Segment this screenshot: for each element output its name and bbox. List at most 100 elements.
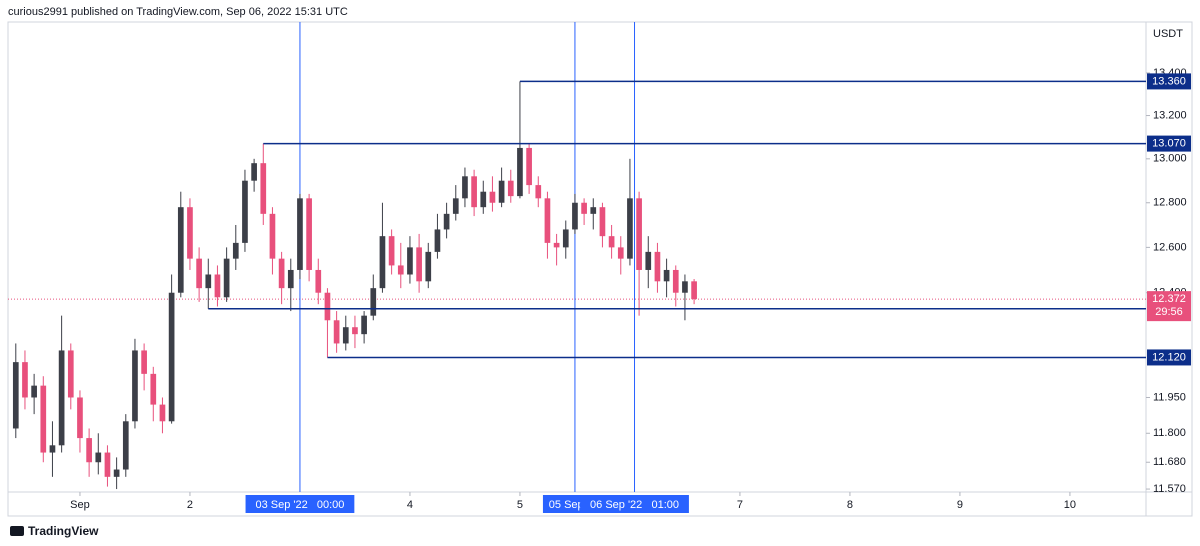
- header: curious2991 published on TradingView.com…: [8, 6, 348, 18]
- candle-body: [498, 180, 505, 203]
- candle-body: [150, 373, 157, 405]
- currency: USDT: [1153, 28, 1183, 40]
- candle-body: [627, 198, 633, 259]
- candle-body: [544, 198, 551, 243]
- candle-body: [232, 242, 239, 259]
- candle-body: [168, 292, 175, 422]
- candle-body: [425, 251, 432, 282]
- time-label: 06 Sep '22 01:00: [590, 499, 679, 511]
- time-label: 03 Sep '22 00:00: [255, 499, 344, 511]
- candle-body: [608, 236, 615, 248]
- candle-body: [517, 147, 523, 197]
- candle-body: [507, 180, 514, 197]
- y-tick-label: 11.800: [1153, 427, 1186, 439]
- candle-body: [177, 207, 184, 293]
- x-tick-label: 8: [847, 499, 853, 511]
- time-label-box: [245, 495, 355, 513]
- candle-body: [388, 236, 395, 266]
- candle-body: [434, 229, 441, 252]
- candle-body: [333, 320, 340, 344]
- candle-body: [352, 327, 358, 335]
- candle-body: [22, 362, 28, 398]
- candle-body: [370, 288, 377, 316]
- candle-body: [86, 438, 92, 463]
- candle-body: [562, 229, 569, 248]
- candle-body: [67, 350, 74, 398]
- candle-body: [242, 180, 248, 243]
- candle-body: [645, 251, 652, 270]
- candle-body: [260, 163, 267, 214]
- candle-body: [251, 163, 257, 181]
- x-tick-label: 4: [407, 499, 413, 511]
- y-tick-label: 12.800: [1153, 197, 1187, 209]
- last-price-box: [1147, 291, 1191, 322]
- price-label-box: [1147, 349, 1191, 366]
- candle-body: [122, 421, 129, 470]
- candle-body: [462, 176, 468, 199]
- candle-body: [132, 350, 138, 422]
- logo-text: TradingView: [28, 524, 99, 538]
- time-label-box: [580, 495, 689, 513]
- logo: TradingView: [10, 524, 99, 538]
- x-tick-label: 7: [737, 499, 743, 511]
- candle-body: [535, 185, 542, 199]
- x-tick-label: Sep: [70, 499, 90, 511]
- price-label: 12.120: [1152, 351, 1186, 363]
- candle-body: [489, 191, 496, 203]
- candle-body: [223, 258, 230, 298]
- candle-body: [407, 247, 413, 275]
- candle-body: [682, 281, 688, 293]
- y-tick-label: 11.950: [1153, 391, 1186, 403]
- candle-body: [269, 213, 276, 259]
- candle-body: [342, 327, 349, 344]
- candle-body: [663, 269, 670, 282]
- candle-body: [324, 292, 331, 321]
- x-tick-label: 5: [517, 499, 523, 511]
- candle-body: [416, 247, 422, 282]
- candle-body: [113, 469, 120, 477]
- candle-body: [141, 350, 147, 374]
- candle-body: [58, 350, 65, 446]
- candle-body: [572, 202, 578, 230]
- candle-body: [12, 362, 19, 429]
- candle-body: [599, 207, 606, 237]
- y-tick-label: 12.600: [1153, 241, 1187, 253]
- last-price-label: 12.372: [1152, 293, 1186, 305]
- candle-body: [49, 445, 56, 453]
- candle-body: [361, 315, 367, 335]
- candle-body: [443, 213, 450, 230]
- y-tick-label: 13.000: [1153, 153, 1187, 165]
- price-label-box: [1147, 73, 1191, 90]
- logo-icon: [10, 526, 24, 536]
- candle-body: [196, 258, 202, 289]
- candle-body: [617, 247, 624, 259]
- candle-body: [214, 274, 221, 298]
- candle-body: [40, 385, 47, 453]
- candle-body: [654, 251, 661, 282]
- candle-body: [397, 265, 404, 275]
- candle-body: [205, 274, 212, 289]
- candle-body: [306, 198, 312, 270]
- candle-body: [315, 269, 322, 293]
- frame: [7, 21, 1193, 517]
- candle-body: [278, 258, 285, 289]
- candle-body: [672, 269, 679, 293]
- y-tick-label: 11.680: [1153, 456, 1186, 468]
- candle-body: [159, 404, 166, 422]
- candle-body: [31, 385, 37, 398]
- price-label: 13.070: [1152, 138, 1186, 150]
- candle-body: [297, 198, 303, 270]
- candle-body: [636, 198, 642, 270]
- candle-body: [77, 397, 83, 439]
- candle-body: [452, 198, 459, 214]
- candle-body: [581, 202, 587, 214]
- candle-body: [691, 281, 697, 300]
- candle-body: [379, 236, 386, 289]
- price-label-box: [1147, 135, 1191, 152]
- y-tick-label: 11.570: [1153, 483, 1186, 495]
- candle-body: [187, 207, 193, 259]
- x-tick-label: 9: [957, 499, 963, 511]
- candle-body: [590, 207, 597, 214]
- x-tick-label: 2: [187, 499, 193, 511]
